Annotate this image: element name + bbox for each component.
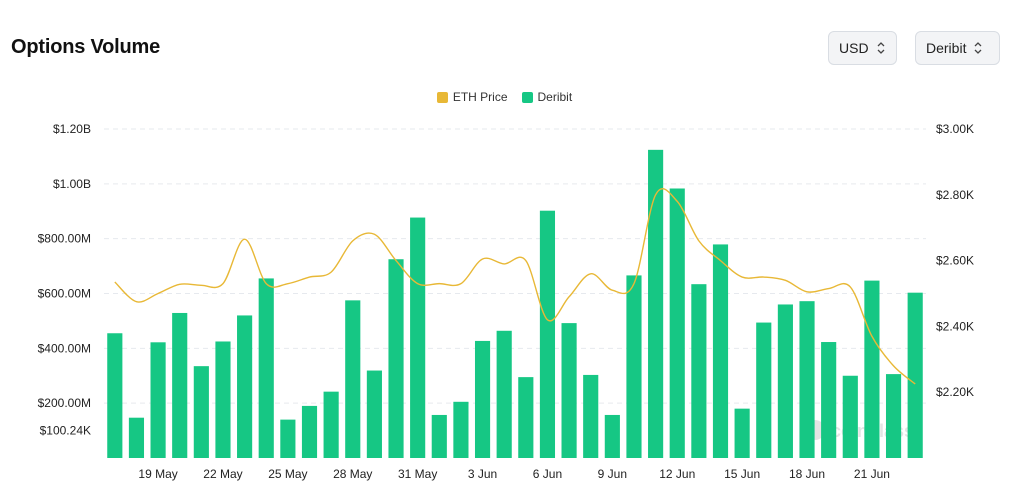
x-tick-label: 25 May — [268, 467, 307, 481]
x-tick-label: 6 Jun — [533, 467, 562, 481]
bar-deribit — [539, 210, 556, 458]
bar-deribit — [172, 312, 188, 458]
y-right-tick-label: $2.40K — [936, 319, 974, 333]
bar-deribit — [215, 341, 231, 458]
x-tick-label: 22 May — [203, 467, 242, 481]
exchange-select[interactable]: Deribit — [915, 31, 1000, 65]
bar-deribit — [604, 414, 620, 458]
legend-swatch-deribit — [521, 91, 533, 103]
bar-deribit — [107, 333, 123, 458]
y-left-tick-label: $1.00B — [53, 177, 91, 191]
x-tick-label: 12 Jun — [659, 467, 695, 481]
bar-deribit — [431, 414, 447, 458]
y-right-tick-label: $3.00K — [936, 122, 974, 136]
bar-deribit — [885, 374, 902, 458]
bar-deribit — [756, 322, 772, 458]
y-left-tick-label: $200.00M — [38, 396, 91, 410]
legend-label-deribit: Deribit — [537, 90, 573, 104]
bar-deribit — [258, 278, 274, 458]
y-right-tick-label: $2.60K — [936, 254, 974, 268]
bar-deribit — [864, 280, 880, 458]
bar-deribit — [345, 300, 361, 458]
legend-label-eth-price: ETH Price — [452, 90, 508, 104]
bar-deribit — [626, 275, 642, 458]
bar-deribit — [128, 417, 145, 458]
x-tick-label: 3 Jun — [468, 467, 497, 481]
x-tick-label: 31 May — [398, 467, 437, 481]
currency-select-value: USD — [839, 40, 869, 56]
bar-deribit — [583, 374, 599, 458]
x-tick-label: 28 May — [333, 467, 372, 481]
y-left-tick-label: $600.00M — [38, 287, 91, 301]
bar-deribit — [821, 342, 837, 458]
page-title: Options Volume — [11, 36, 161, 58]
y-left-tick-label: $1.20B — [53, 122, 91, 136]
bar-deribit — [691, 284, 707, 458]
exchange-select-value: Deribit — [926, 40, 967, 56]
currency-select[interactable]: USD — [828, 31, 897, 65]
bar-deribit — [193, 366, 209, 458]
x-tick-label: 15 Jun — [724, 467, 760, 481]
legend-item-eth-price[interactable]: ETH Price — [436, 90, 508, 104]
chart-legend: ETH Price Deribit — [0, 90, 1009, 104]
bar-deribit — [150, 342, 166, 458]
y-right-tick-label: $2.80K — [936, 188, 974, 202]
y-left-tick-label: $800.00M — [38, 232, 91, 246]
y-right-tick-label: $2.20K — [936, 385, 974, 399]
bar-deribit — [301, 405, 318, 458]
bar-deribit — [561, 323, 577, 458]
chevron-updown-icon — [974, 41, 982, 55]
bar-deribit — [323, 391, 339, 458]
x-tick-label: 19 May — [138, 467, 177, 481]
x-tick-label: 18 Jun — [789, 467, 825, 481]
bar-deribit — [842, 375, 858, 458]
bar-deribit — [799, 301, 815, 458]
x-tick-label: 21 Jun — [854, 467, 890, 481]
y-left-tick-label: $100.24K — [40, 424, 91, 438]
x-tick-label: 9 Jun — [598, 467, 627, 481]
bar-deribit — [777, 304, 793, 458]
bar-deribit — [712, 244, 729, 458]
bar-deribit — [734, 408, 750, 458]
line-eth-price — [114, 188, 916, 385]
bar-deribit — [518, 377, 534, 458]
bar-deribit — [280, 419, 296, 458]
bar-deribit — [474, 340, 491, 458]
bar-deribit — [496, 330, 512, 458]
bar-deribit — [366, 370, 382, 458]
y-left-tick-label: $400.00M — [38, 341, 91, 355]
bar-deribit — [410, 217, 426, 458]
bar-deribit — [453, 401, 469, 458]
legend-item-deribit[interactable]: Deribit — [521, 90, 573, 104]
bar-deribit — [388, 259, 404, 458]
bar-deribit — [237, 315, 253, 458]
bar-deribit — [669, 188, 685, 458]
bar-deribit — [648, 149, 664, 458]
bar-deribit — [907, 292, 923, 458]
legend-swatch-eth-price — [436, 91, 448, 103]
chevron-updown-icon — [877, 41, 885, 55]
